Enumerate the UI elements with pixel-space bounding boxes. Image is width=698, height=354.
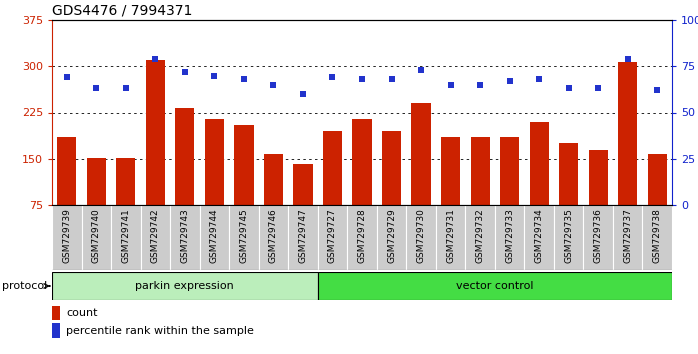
Bar [293, 164, 313, 205]
Bar [530, 122, 549, 205]
Point [297, 91, 309, 97]
Point [386, 76, 397, 82]
Point [61, 75, 73, 80]
Bar [648, 154, 667, 205]
Point [150, 56, 161, 62]
Bar [470, 137, 490, 205]
Text: GSM729738: GSM729738 [653, 208, 662, 263]
Bar [613, 205, 642, 270]
Text: GSM729731: GSM729731 [446, 208, 455, 263]
Bar [524, 205, 554, 270]
Bar [411, 103, 431, 205]
Point [327, 75, 338, 80]
Bar [466, 205, 495, 270]
Text: GSM729730: GSM729730 [417, 208, 426, 263]
Bar [588, 149, 608, 205]
Bar [318, 205, 347, 270]
Text: GSM729741: GSM729741 [121, 208, 131, 263]
Text: GSM729733: GSM729733 [505, 208, 514, 263]
Bar [559, 143, 578, 205]
Text: GSM729729: GSM729729 [387, 208, 396, 263]
Text: GSM729742: GSM729742 [151, 208, 160, 263]
Text: GSM729746: GSM729746 [269, 208, 278, 263]
Point [652, 87, 663, 93]
Text: GSM729739: GSM729739 [62, 208, 71, 263]
Point [475, 82, 486, 87]
Bar [618, 62, 637, 205]
Bar [347, 205, 377, 270]
Point [91, 86, 102, 91]
Point [593, 86, 604, 91]
Text: parkin expression: parkin expression [135, 281, 235, 291]
Text: GSM729737: GSM729737 [623, 208, 632, 263]
Point [357, 76, 368, 82]
Text: GSM729728: GSM729728 [357, 208, 366, 263]
Text: GSM729740: GSM729740 [91, 208, 101, 263]
Text: vector control: vector control [456, 281, 533, 291]
Text: count: count [66, 308, 98, 318]
Bar [584, 205, 613, 270]
Point [179, 69, 191, 75]
Bar [52, 323, 60, 338]
Text: GSM729727: GSM729727 [328, 208, 337, 263]
Text: GSM729747: GSM729747 [299, 208, 307, 263]
Bar [406, 205, 436, 270]
Point [209, 73, 220, 78]
Text: percentile rank within the sample: percentile rank within the sample [66, 325, 254, 336]
Bar [323, 131, 342, 205]
Text: GSM729732: GSM729732 [475, 208, 484, 263]
Bar [146, 60, 165, 205]
Bar [382, 131, 401, 205]
Text: GSM729736: GSM729736 [594, 208, 602, 263]
Bar [87, 158, 106, 205]
Text: GSM729735: GSM729735 [564, 208, 573, 263]
Bar [57, 137, 76, 205]
Bar [200, 205, 229, 270]
Bar [82, 205, 111, 270]
Bar [170, 205, 200, 270]
Bar [264, 154, 283, 205]
Bar [495, 205, 524, 270]
Point [445, 82, 456, 87]
Bar [116, 158, 135, 205]
Bar [554, 205, 584, 270]
Text: GSM729745: GSM729745 [239, 208, 248, 263]
Text: GSM729734: GSM729734 [535, 208, 544, 263]
Bar [235, 125, 253, 205]
Bar [441, 137, 460, 205]
Bar [436, 205, 466, 270]
Bar [642, 205, 672, 270]
Bar [52, 205, 82, 270]
Point [504, 78, 515, 84]
Bar [377, 205, 406, 270]
Bar [52, 272, 318, 300]
Point [533, 76, 544, 82]
Point [120, 86, 131, 91]
Bar [259, 205, 288, 270]
Point [415, 67, 426, 73]
Point [268, 82, 279, 87]
Bar [352, 119, 371, 205]
Text: GDS4476 / 7994371: GDS4476 / 7994371 [52, 4, 193, 17]
Bar [140, 205, 170, 270]
Bar [288, 205, 318, 270]
Bar [500, 137, 519, 205]
Point [622, 56, 633, 62]
Text: GSM729743: GSM729743 [180, 208, 189, 263]
Bar [318, 272, 672, 300]
Bar [229, 205, 259, 270]
Text: GSM729744: GSM729744 [210, 208, 219, 263]
Bar [52, 306, 60, 320]
Bar [205, 119, 224, 205]
Bar [175, 108, 195, 205]
Text: protocol: protocol [2, 281, 47, 291]
Point [563, 86, 574, 91]
Point [238, 76, 249, 82]
Bar [111, 205, 140, 270]
